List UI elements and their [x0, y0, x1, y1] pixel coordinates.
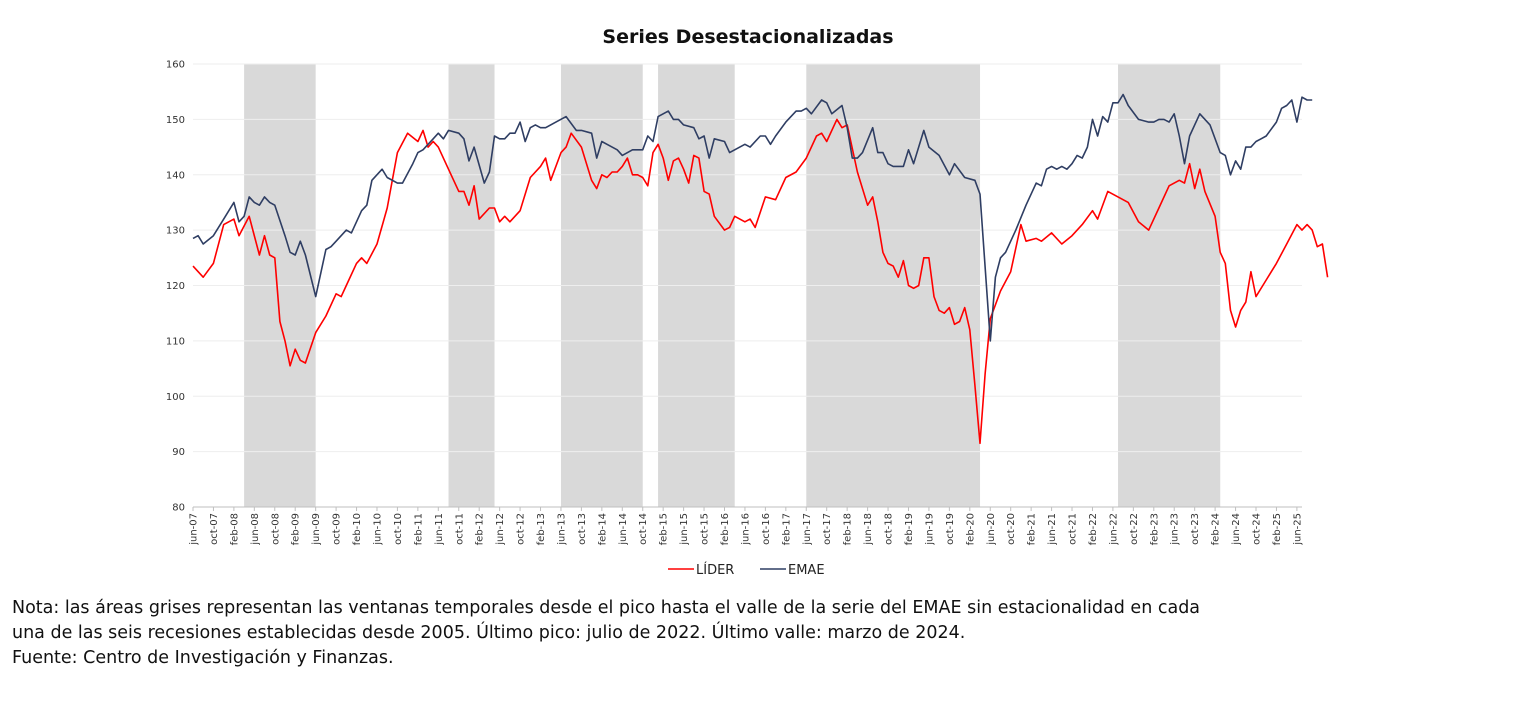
series-lines — [192, 93, 1329, 445]
y-tick-label: 130 — [166, 226, 185, 237]
y-tick-label: 90 — [172, 447, 185, 458]
x-tick-label: jun-23 — [1170, 513, 1181, 546]
x-tick-label: feb-14 — [597, 513, 608, 545]
x-tick-label: oct-23 — [1190, 513, 1201, 545]
x-tick-label: feb-23 — [1149, 513, 1160, 545]
x-tick-label: feb-13 — [536, 513, 547, 545]
x-tick-label: oct-09 — [332, 513, 343, 545]
y-tick-label: 100 — [166, 392, 185, 403]
x-tick-label: oct-12 — [516, 513, 527, 545]
x-tick-label: feb-09 — [291, 513, 302, 545]
x-tick-label: feb-20 — [965, 513, 976, 545]
x-tick-label: oct-22 — [1129, 513, 1140, 545]
x-tick-label: jun-07 — [189, 513, 200, 546]
x-tick-label: jun-24 — [1231, 513, 1242, 546]
legend-label-lider: LÍDER — [696, 562, 734, 578]
y-tick-label: 150 — [166, 115, 185, 126]
x-tick-label: oct-15 — [700, 513, 711, 545]
chart-title: Series Desestacionalizadas — [602, 26, 893, 48]
x-tick-label: oct-21 — [1068, 513, 1079, 545]
gridlines — [193, 63, 1302, 508]
x-tick-label: oct-18 — [884, 513, 895, 545]
x-tick-label: feb-12 — [475, 513, 486, 545]
x-tick-label: oct-10 — [393, 513, 404, 545]
y-axis-ticks: 80 90 100 110 120 130 140 150 160 — [166, 60, 185, 514]
x-tick-label: oct-11 — [454, 513, 465, 545]
x-tick-label: oct-17 — [822, 513, 833, 545]
x-tick-label: oct-07 — [209, 513, 220, 545]
x-tick-label: oct-08 — [270, 513, 281, 545]
y-tick-label: 140 — [166, 170, 185, 181]
x-tick-label: oct-24 — [1252, 513, 1263, 545]
footnote: Nota: las áreas grises representan las v… — [12, 596, 1522, 671]
x-tick-label: jun-11 — [434, 513, 445, 546]
x-tick-label: feb-16 — [720, 513, 731, 545]
series-line-emae — [192, 93, 1313, 342]
x-tick-label: oct-14 — [638, 513, 649, 545]
x-tick-label: jun-19 — [924, 513, 935, 546]
legend: LÍDER EMAE — [668, 562, 825, 578]
note-line-1: Nota: las áreas grises representan las v… — [12, 598, 1201, 618]
x-tick-label: feb-17 — [781, 513, 792, 545]
x-tick-label: feb-11 — [413, 513, 424, 545]
y-tick-label: 120 — [166, 281, 185, 292]
x-tick-label: feb-10 — [352, 513, 363, 545]
x-tick-label: feb-25 — [1272, 513, 1283, 545]
chart: Series Desestacionalizadas 80 90 100 110 120… — [166, 26, 1329, 578]
x-tick-label: jun-17 — [802, 513, 813, 546]
x-tick-label: feb-22 — [1088, 513, 1099, 545]
x-tick-label: oct-19 — [945, 513, 956, 545]
x-tick-label: feb-24 — [1211, 513, 1222, 545]
y-tick-label: 80 — [172, 503, 185, 514]
x-tick-label: jun-10 — [372, 513, 383, 546]
x-tick-label: feb-15 — [659, 513, 670, 545]
x-tick-label: jun-25 — [1292, 513, 1303, 546]
x-tick-label: feb-21 — [1027, 513, 1038, 545]
x-tick-label: jun-09 — [311, 513, 322, 546]
x-tick-label: feb-18 — [843, 513, 854, 545]
note-line-3: Fuente: Centro de Investigación y Finanz… — [12, 648, 394, 668]
x-tick-label: jun-13 — [556, 513, 567, 546]
x-tick-label: jun-14 — [618, 513, 629, 546]
x-tick-label: feb-08 — [229, 513, 240, 545]
x-tick-label: jun-21 — [1047, 513, 1058, 546]
x-tick-label: oct-16 — [761, 513, 772, 545]
x-tick-label: oct-13 — [577, 513, 588, 545]
y-tick-label: 110 — [166, 336, 185, 347]
x-tick-label: oct-20 — [1006, 513, 1017, 545]
x-tick-label: jun-18 — [863, 513, 874, 546]
x-tick-label: jun-15 — [679, 513, 690, 546]
x-axis-ticks: jun-07 oct-07 feb-08 jun-08 oct-08 feb-09 jun-… — [189, 507, 1303, 546]
legend-label-emae: EMAE — [788, 563, 825, 578]
x-tick-label: jun-22 — [1108, 513, 1119, 546]
note-line-2: una de las seis recesiones establecidas … — [12, 623, 966, 643]
x-tick-label: jun-20 — [986, 513, 997, 546]
x-tick-label: jun-16 — [740, 513, 751, 546]
x-tick-label: jun-12 — [495, 513, 506, 546]
y-tick-label: 160 — [166, 60, 185, 71]
series-line-lider — [192, 118, 1329, 445]
x-tick-label: jun-08 — [250, 513, 261, 546]
x-tick-label: feb-19 — [904, 513, 915, 545]
